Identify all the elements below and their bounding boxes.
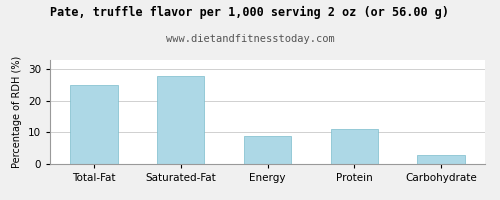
Bar [418,155,465,164]
Text: www.dietandfitnesstoday.com: www.dietandfitnesstoday.com [166,34,334,44]
Bar [156,76,204,164]
Y-axis label: Percentage of RDH (%): Percentage of RDH (%) [12,56,22,168]
Bar [244,136,292,164]
Bar [70,85,117,164]
Bar [330,129,378,164]
Text: Pate, truffle flavor per 1,000 serving 2 oz (or 56.00 g): Pate, truffle flavor per 1,000 serving 2… [50,6,450,19]
